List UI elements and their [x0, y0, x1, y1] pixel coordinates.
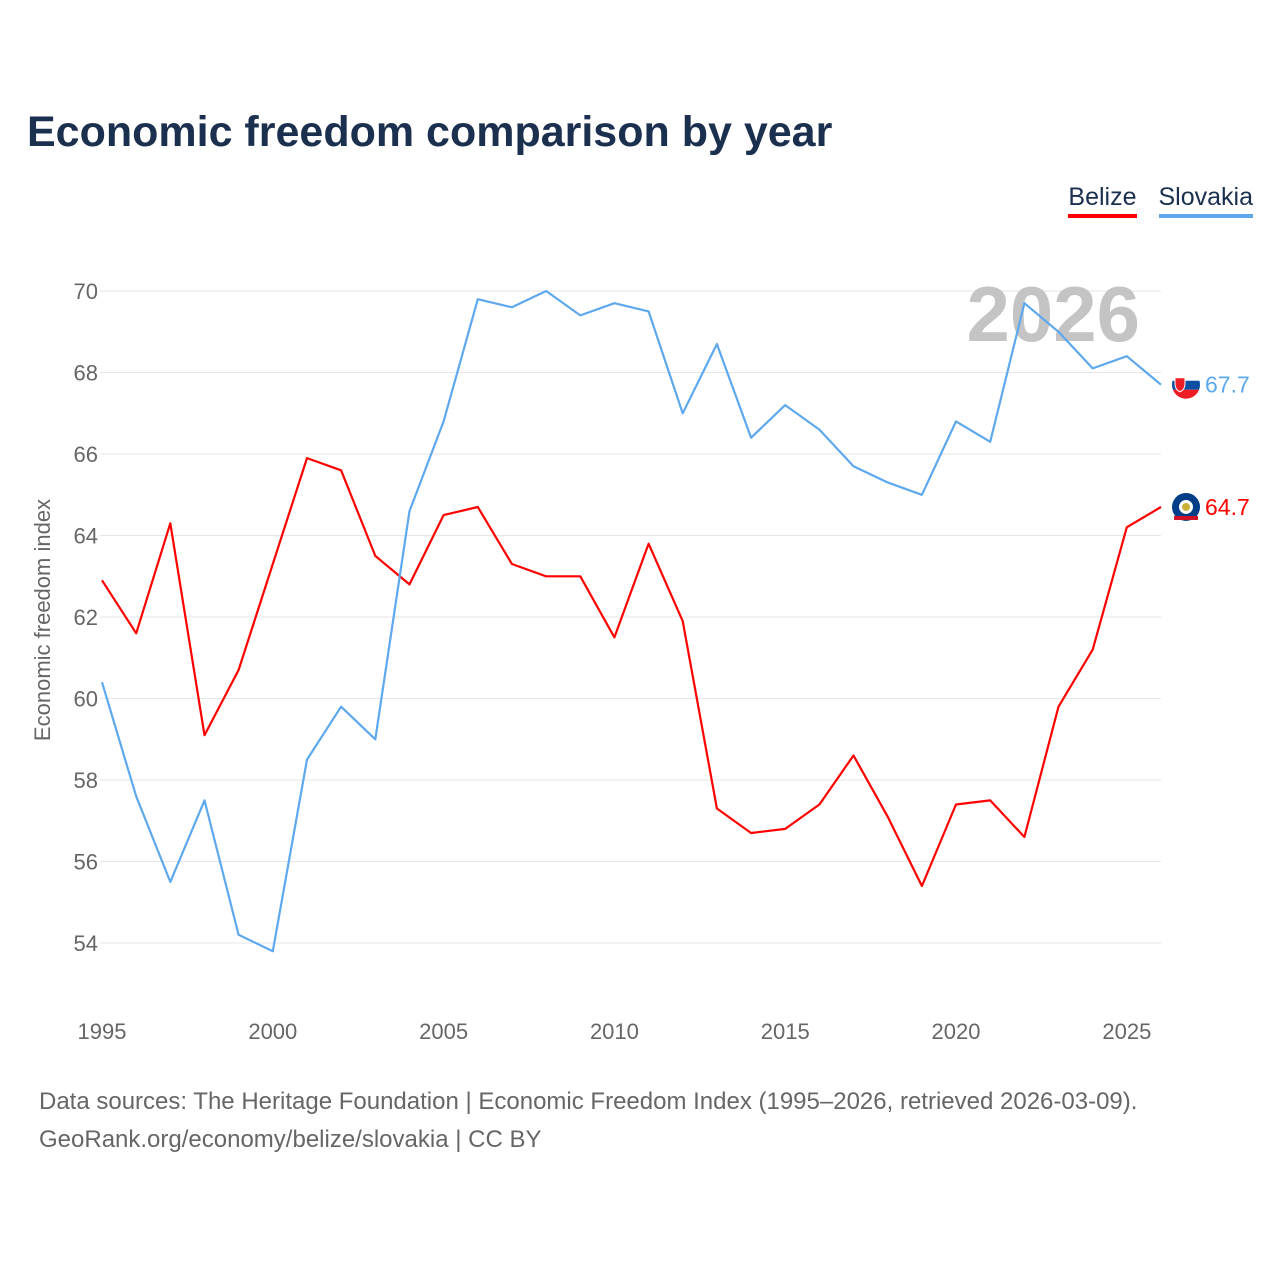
footer-link[interactable]: GeoRank.org/economy/belize/slovakia | CC… — [39, 1126, 542, 1153]
series-line-belize — [101, 457, 1162, 888]
chart-title: Economic freedom comparison by year — [27, 108, 833, 156]
end-value-label-slovakia: 67.7 — [1205, 372, 1250, 398]
flag-stripe-blue — [1172, 380, 1200, 390]
y-tick-label: 64 — [74, 524, 98, 549]
legend-item-slovakia[interactable]: Slovakia — [1158, 183, 1253, 218]
year-watermark: 2026 — [966, 270, 1140, 358]
y-tick-label: 54 — [74, 931, 98, 956]
end-value-label-belize: 64.7 — [1205, 494, 1250, 520]
y-axis-label: Economic freedom index — [30, 499, 55, 741]
series-line-slovakia — [100, 289, 1162, 953]
flag-stripe-white — [1172, 370, 1200, 381]
y-tick-label: 68 — [74, 361, 98, 386]
legend-item-belize[interactable]: Belize — [1068, 183, 1137, 218]
y-tick-label: 62 — [74, 605, 98, 630]
footer-sources: Data sources: The Heritage Foundation | … — [39, 1088, 1138, 1115]
x-tick-label: 2025 — [1102, 1019, 1151, 1044]
y-tick-label: 60 — [74, 687, 98, 712]
x-tick-label: 2010 — [590, 1019, 639, 1044]
flag-coat-of-arms — [1174, 377, 1186, 393]
x-tick-label: 2020 — [932, 1019, 981, 1044]
flag-stripe-red — [1172, 389, 1200, 399]
x-tick-label: 2015 — [761, 1019, 810, 1044]
y-tick-label: 56 — [74, 850, 98, 875]
y-tick-label: 66 — [74, 442, 98, 467]
legend: Belize Slovakia — [1068, 183, 1253, 218]
y-tick-label: 58 — [74, 768, 98, 793]
x-tick-label: 2000 — [248, 1019, 297, 1044]
flag-emblem-center — [1182, 502, 1190, 511]
y-tick-label: 70 — [74, 279, 98, 304]
flag-stripe-red — [1174, 515, 1198, 520]
x-tick-label: 2005 — [419, 1019, 468, 1044]
x-tick-label: 1995 — [78, 1019, 127, 1044]
